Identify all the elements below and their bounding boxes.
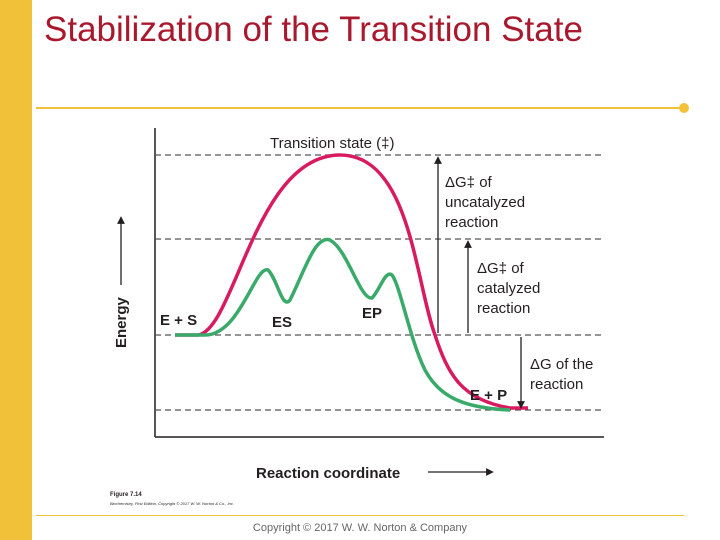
catalyzed-curve [175, 237, 511, 412]
title-underline [36, 107, 682, 109]
e-plus-s-label: E + S [160, 312, 197, 329]
catalyzed-label-line-1: ΔG‡ of [477, 260, 525, 277]
figure-source-caption: Biochemistry, First Edition, Copyright ©… [110, 501, 234, 506]
uncatalyzed-label-line-1: ΔG‡ of [445, 174, 493, 191]
catalyzed-label-line-3: reaction [477, 300, 530, 317]
transition-state-label: Transition state (‡) [270, 135, 395, 152]
side-accent-bar [0, 0, 32, 540]
catalyzed-label-line-2: catalyzed [477, 280, 540, 297]
uncatalyzed-curve [175, 153, 528, 410]
footer-rule [36, 515, 684, 516]
slide-title: Stabilization of the Transition State [44, 10, 583, 49]
uncatalyzed-label-line-2: uncatalyzed [445, 194, 525, 211]
figure-number: Figure 7.14 [110, 492, 142, 498]
e-plus-p-label: E + P [470, 387, 507, 404]
es-label: ES [272, 314, 292, 331]
ep-label: EP [362, 305, 382, 322]
reaction-coordinate-label: Reaction coordinate [256, 465, 400, 482]
energy-axis-label: Energy [113, 296, 130, 348]
copyright-footer: Copyright © 2017 W. W. Norton & Company [252, 522, 468, 534]
title-underline-dot [679, 103, 689, 113]
delta-g-label-line-2: reaction [530, 376, 583, 393]
uncatalyzed-label-line-3: reaction [445, 214, 498, 231]
delta-g-label-line-1: ΔG of the [530, 356, 593, 373]
